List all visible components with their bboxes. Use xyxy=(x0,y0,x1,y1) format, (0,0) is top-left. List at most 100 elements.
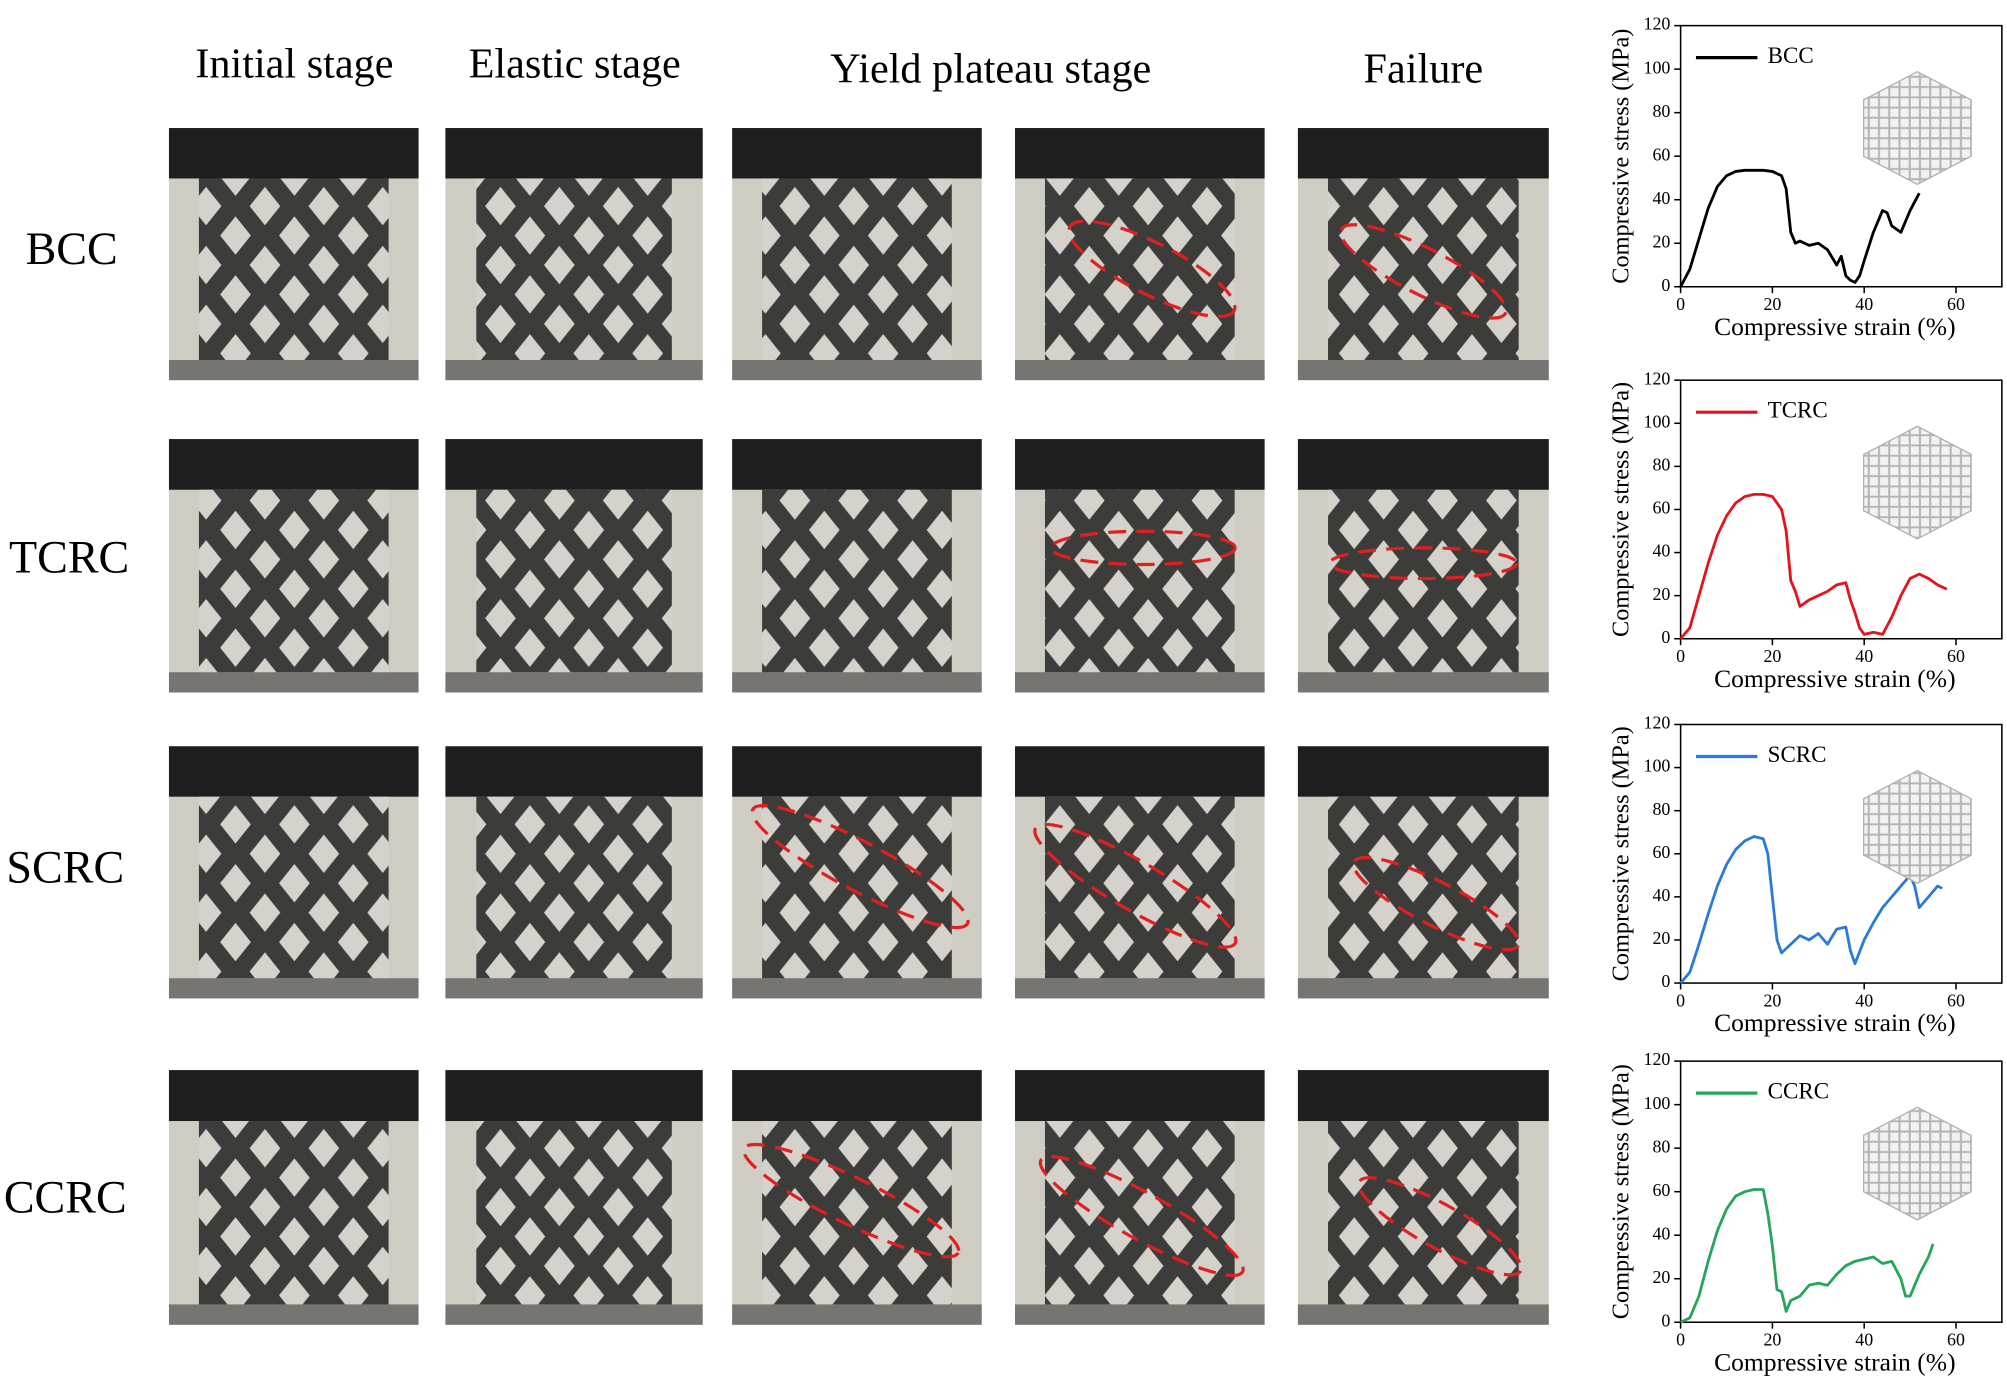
x-tick-label: 60 xyxy=(1947,294,1965,314)
y-tick-label: 40 xyxy=(1652,541,1670,561)
x-tick-label: 60 xyxy=(1947,990,1965,1010)
data-line xyxy=(1679,835,1943,984)
press-plate xyxy=(1015,128,1265,179)
failure-band xyxy=(1351,855,1521,952)
press-plate xyxy=(168,128,419,179)
column-header: Initial stage xyxy=(195,41,393,88)
y-tick-label: 80 xyxy=(1652,101,1670,121)
base-shadow xyxy=(1297,1304,1549,1325)
lattice-specimen xyxy=(762,489,952,673)
x-axis-label: Compressive strain (%) xyxy=(1714,312,1956,341)
failure-band xyxy=(1033,822,1238,949)
press-plate xyxy=(168,1070,419,1122)
column-header: Yield plateau stage xyxy=(830,46,1151,93)
y-tick-label: 0 xyxy=(1661,971,1670,991)
x-tick-label: 40 xyxy=(1855,990,1873,1010)
press-plate xyxy=(1015,439,1265,490)
base-shadow xyxy=(445,672,703,693)
x-tick-label: 20 xyxy=(1763,990,1781,1010)
x-axis-label: Compressive strain (%) xyxy=(1714,1347,1956,1376)
lattice-specimen xyxy=(476,1121,672,1305)
y-tick-label: 0 xyxy=(1661,627,1670,647)
row-label: TCRC xyxy=(9,532,129,583)
y-tick-label: 100 xyxy=(1644,756,1671,776)
y-tick-label: 40 xyxy=(1652,1223,1670,1243)
base-shadow xyxy=(168,360,419,381)
failure-band xyxy=(1338,223,1508,320)
lattice-inset xyxy=(1863,70,1972,186)
base-shadow xyxy=(1015,1304,1265,1325)
y-tick-label: 0 xyxy=(1661,275,1670,295)
press-plate xyxy=(1297,1070,1549,1122)
photos xyxy=(168,128,1549,1325)
base-shadow xyxy=(1297,672,1549,693)
failure-bands xyxy=(742,219,1523,1277)
press-plate xyxy=(1015,1070,1265,1122)
lattice-inset xyxy=(1863,1106,1972,1221)
lattice-specimen xyxy=(1044,489,1235,673)
y-axis-label: Compressive stress (MPa) xyxy=(1608,382,1635,637)
press-plate xyxy=(168,439,419,490)
press-plate xyxy=(445,439,703,490)
base-shadow xyxy=(732,978,982,999)
x-tick-label: 20 xyxy=(1763,1330,1781,1350)
base-shadow xyxy=(732,672,982,693)
lattice-specimen xyxy=(198,489,389,673)
base-shadow xyxy=(168,978,419,999)
press-plate xyxy=(732,746,982,797)
x-tick-label: 40 xyxy=(1855,1330,1873,1350)
y-tick-label: 100 xyxy=(1644,411,1671,431)
failure-band xyxy=(750,803,970,930)
row-label: BCC xyxy=(26,223,118,274)
y-tick-label: 100 xyxy=(1644,57,1671,77)
data-line xyxy=(1679,492,1948,640)
y-tick-label: 20 xyxy=(1652,584,1670,604)
row-label: SCRC xyxy=(6,841,124,892)
y-tick-label: 60 xyxy=(1652,1180,1670,1200)
lattice-specimen xyxy=(762,1121,952,1305)
failure-band xyxy=(742,1142,961,1259)
base-shadow xyxy=(732,360,982,381)
press-plate xyxy=(732,439,982,490)
lattice-specimen xyxy=(198,796,389,979)
lattice-inset xyxy=(1863,769,1972,884)
y-tick-label: 60 xyxy=(1652,498,1670,518)
y-axis-label: Compressive stress (MPa) xyxy=(1608,726,1635,981)
base-shadow xyxy=(732,1304,982,1325)
x-axis-label: Compressive strain (%) xyxy=(1714,664,1956,693)
legend-label: TCRC xyxy=(1768,396,1828,422)
y-tick-label: 60 xyxy=(1652,842,1670,862)
press-plate xyxy=(445,746,703,797)
lattice-specimen xyxy=(1044,178,1235,361)
y-tick-label: 60 xyxy=(1652,144,1670,164)
failure-band xyxy=(1067,219,1237,319)
x-tick-label: 0 xyxy=(1676,294,1685,314)
base-shadow xyxy=(1297,978,1549,999)
lattice-specimen xyxy=(1327,1121,1519,1305)
lattice-specimen xyxy=(198,1121,389,1305)
x-tick-label: 40 xyxy=(1855,294,1873,314)
press-plate xyxy=(1015,746,1265,797)
lattice-inset xyxy=(1863,425,1972,540)
y-tick-label: 20 xyxy=(1652,928,1670,948)
y-tick-label: 80 xyxy=(1652,1136,1670,1156)
lattice-specimen xyxy=(1327,489,1519,673)
lattice-specimen xyxy=(476,796,672,979)
lattice-specimen xyxy=(762,178,952,361)
x-tick-label: 20 xyxy=(1763,646,1781,666)
column-header: Failure xyxy=(1364,46,1484,93)
base-shadow xyxy=(1015,978,1265,999)
x-tick-label: 0 xyxy=(1676,1330,1685,1350)
lattice-specimen xyxy=(198,178,389,361)
y-tick-label: 80 xyxy=(1652,454,1670,474)
lattice-specimen xyxy=(476,489,672,673)
press-plate xyxy=(732,1070,982,1122)
lattice-specimen xyxy=(1044,796,1235,979)
press-plate xyxy=(445,128,703,179)
data-line xyxy=(1679,168,1921,288)
y-axis-label: Compressive stress (MPa) xyxy=(1608,1064,1635,1319)
